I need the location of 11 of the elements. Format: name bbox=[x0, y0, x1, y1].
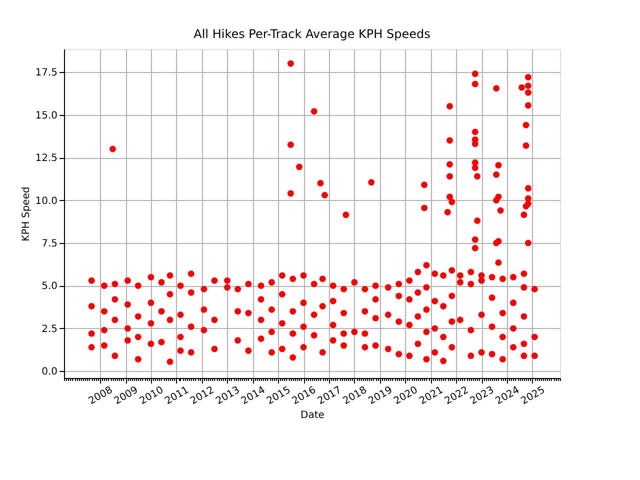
x-axis-title: Date bbox=[300, 410, 324, 422]
y-tick-label: 0.0 bbox=[42, 366, 58, 378]
y-tick-label: 17.5 bbox=[35, 68, 58, 79]
y-tick-label: 5.0 bbox=[42, 281, 58, 292]
y-axis-title: KPH Speed bbox=[21, 186, 32, 242]
chart-title: All Hikes Per-Track Average KPH Speeds bbox=[194, 27, 430, 41]
y-tick-label: 12.5 bbox=[35, 153, 58, 164]
y-tick-label: 7.5 bbox=[42, 238, 58, 250]
y-tick-label: 2.5 bbox=[42, 324, 58, 335]
y-tick-label: 15.0 bbox=[35, 110, 58, 122]
y-tick-label: 10.0 bbox=[35, 196, 58, 207]
